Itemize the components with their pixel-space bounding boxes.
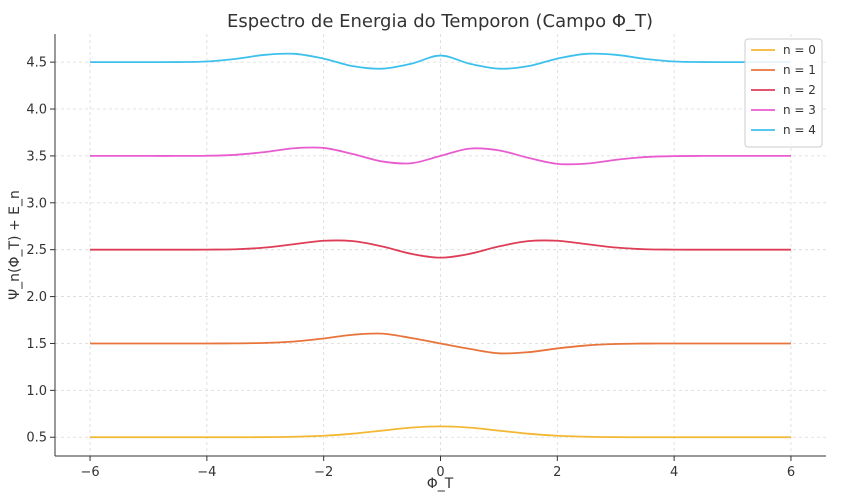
- x-tick-label: 6: [787, 465, 795, 480]
- y-tick-label: 1.0: [26, 384, 47, 399]
- x-tick-label: 0: [436, 465, 444, 480]
- y-tick-label: 4.5: [26, 56, 47, 71]
- x-axis-label: Φ_T: [427, 476, 454, 492]
- legend-box: [744, 38, 823, 148]
- y-tick-label: 1.5: [26, 337, 47, 352]
- x-tick-label: 4: [670, 465, 678, 480]
- grid: [55, 34, 826, 456]
- legend-entry-label: n = 4: [783, 123, 816, 137]
- series-line-n4: [90, 52, 791, 70]
- y-tick-label: 4.0: [26, 103, 47, 118]
- series-group: [90, 52, 791, 439]
- chart-title: Espectro de Energia do Temporon (Campo Φ…: [227, 11, 653, 32]
- legend-entry-label: n = 3: [783, 103, 816, 117]
- x-tick-label: 2: [553, 465, 561, 480]
- legend-entry-label: n = 1: [783, 63, 816, 77]
- y-tick-label: 2.0: [26, 290, 47, 305]
- legend: n = 0 n = 1 n = 2 n = 3 n = 4: [744, 38, 823, 148]
- series-line-n0: [90, 425, 791, 439]
- series-line-n2: [90, 239, 791, 259]
- x-tick-label: −2: [314, 465, 333, 480]
- series-line-n3: [90, 146, 791, 166]
- y-tick-label: 3.0: [26, 196, 47, 211]
- legend-entry-label: n = 0: [783, 43, 816, 57]
- y-axis-label: Ψ_n(Φ_T) + E_n: [7, 190, 23, 300]
- x-tick-label: −4: [197, 465, 216, 480]
- x-tick-label: −6: [80, 465, 99, 480]
- y-tick-label: 3.5: [26, 149, 47, 164]
- ticks: −6 −4 −2 0 2 4 6 0.5 1.0 1.5 2.0 2.5 3.0 3.5 4.0 4.5: [26, 56, 795, 480]
- legend-entry-label: n = 2: [783, 83, 816, 97]
- y-tick-label: 2.5: [26, 243, 47, 258]
- series-line-n1: [90, 332, 791, 355]
- y-tick-label: 0.5: [26, 431, 47, 446]
